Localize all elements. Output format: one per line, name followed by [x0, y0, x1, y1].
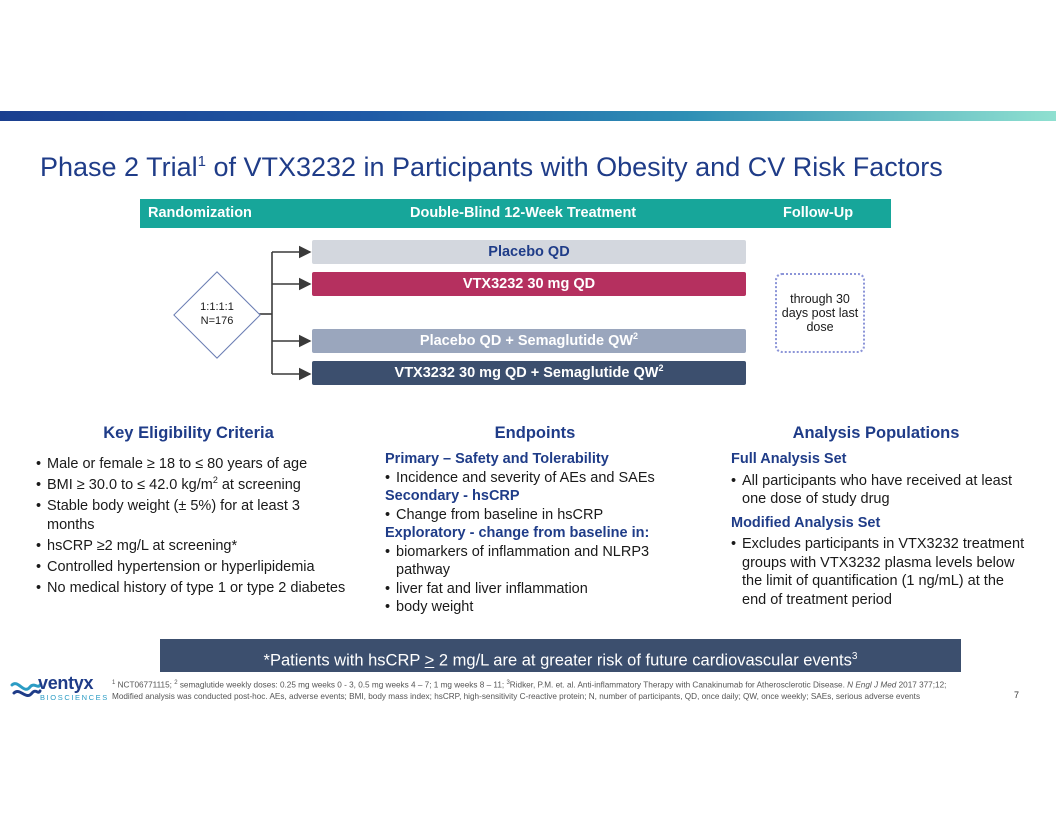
- list-item: biomarkers of inflammation and NLRP3 pat…: [385, 543, 705, 580]
- hscrp-callout: *Patients with hsCRP > 2 mg/L are at gre…: [160, 639, 961, 672]
- followup-box: through 30 days post last dose: [775, 273, 865, 353]
- list-item: Male or female ≥ 18 to ≤ 80 years of age: [36, 455, 346, 474]
- phase-followup: Follow-Up: [783, 205, 854, 221]
- phase-header-bar: Randomization Double-Blind 12-Week Treat…: [140, 199, 891, 228]
- endpoints-heading: Endpoints: [494, 424, 576, 442]
- list-item: Incidence and severity of AEs and SAEs: [385, 469, 705, 488]
- mas-heading: Modified Analysis Set: [731, 514, 881, 531]
- footnote: 1 NCT06771115; 2 semaglutide weekly dose…: [112, 680, 947, 701]
- header-gradient-bar: [0, 111, 1056, 121]
- secondary-endpoint-heading: Secondary - hsCRP: [385, 488, 520, 504]
- list-item: body weight: [385, 598, 705, 617]
- eligibility-heading: Key Eligibility Criteria: [103, 424, 274, 442]
- logo-wordmark: ventyx: [38, 673, 94, 693]
- list-item: No medical history of type 1 or type 2 d…: [36, 579, 346, 598]
- randomization-label: 1:1:1:1 N=176: [200, 301, 234, 327]
- fas-heading: Full Analysis Set: [731, 451, 847, 467]
- exploratory-endpoint-heading: Exploratory - change from baseline in:: [385, 525, 650, 541]
- list-item: Stable body weight (± 5%) for at least 3…: [36, 497, 346, 535]
- list-item: Excludes participants in VTX3232 treatme…: [731, 535, 1031, 609]
- list-item: All participants who have received at le…: [731, 472, 1031, 509]
- primary-endpoint-heading: Primary – Safety and Tolerability: [385, 451, 609, 467]
- arm-placebo-semaglutide: Placebo QD + Semaglutide QW2: [312, 329, 746, 353]
- ventyx-logo-icon: [10, 682, 42, 697]
- arm-placebo: Placebo QD: [312, 240, 746, 264]
- list-item: BMI ≥ 30.0 to ≤ 42.0 kg/m2 at screening: [36, 476, 346, 495]
- list-item: Controlled hypertension or hyperlipidemi…: [36, 558, 346, 577]
- slide-title: Phase 2 Trial1 of VTX3232 in Participant…: [40, 152, 943, 182]
- page-number: 7: [1014, 690, 1020, 700]
- eligibility-list: Male or female ≥ 18 to ≤ 80 years of age…: [36, 455, 346, 600]
- list-item: liver fat and liver inflammation: [385, 580, 705, 599]
- list-item: Change from baseline in hsCRP: [385, 506, 705, 525]
- list-item: hsCRP ≥2 mg/L at screening*: [36, 537, 346, 556]
- arm-vtx3232: VTX3232 30 mg QD: [312, 272, 746, 296]
- endpoints-block: Primary – Safety and Tolerability Incide…: [385, 450, 705, 617]
- phase-treatment: Double-Blind 12-Week Treatment: [410, 205, 637, 221]
- analysis-heading: Analysis Populations: [792, 424, 960, 442]
- arm-vtx3232-semaglutide: VTX3232 30 mg QD + Semaglutide QW2: [312, 361, 746, 385]
- analysis-block: Full Analysis Set All participants who h…: [731, 450, 1031, 614]
- phase-randomization: Randomization: [148, 205, 252, 221]
- logo-subtitle: BIOSCIENCES: [40, 693, 109, 702]
